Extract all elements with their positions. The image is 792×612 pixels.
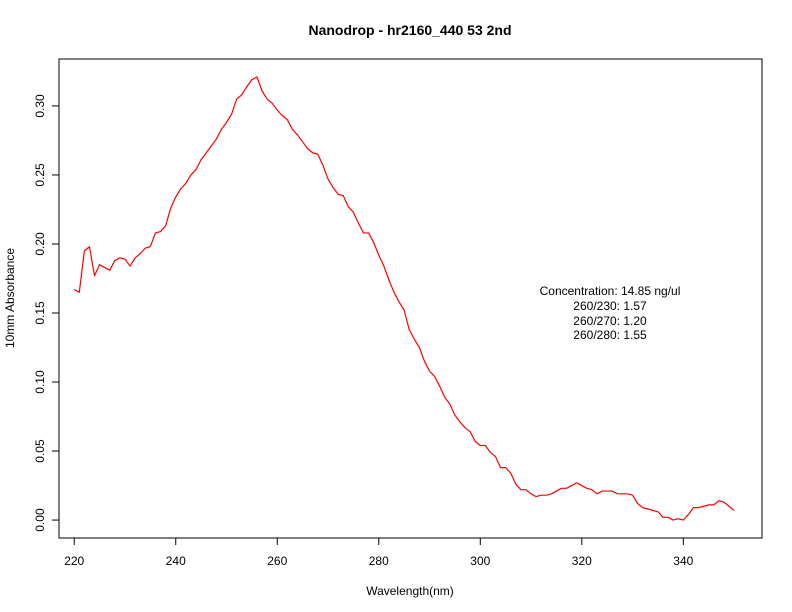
x-tick-label: 220	[64, 554, 84, 568]
annotation-260-280: 260/280: 1.55	[573, 328, 647, 342]
x-tick-label: 300	[470, 554, 490, 568]
y-tick-label: 0.15	[33, 301, 47, 325]
series-layer	[73, 76, 735, 521]
x-tick-label: 320	[572, 554, 592, 568]
x-tick-label: 240	[166, 554, 186, 568]
x-tick-label: 260	[267, 554, 287, 568]
y-tick-label: 0.10	[33, 370, 47, 394]
annotation-260-230: 260/230: 1.57	[573, 299, 647, 313]
x-tick-label: 280	[369, 554, 389, 568]
y-tick-label: 0.25	[33, 163, 47, 187]
series-line-0	[73, 76, 735, 521]
y-tick-label: 0.30	[33, 94, 47, 118]
annotation-block: Concentration: 14.85 ng/ul 260/230: 1.57…	[540, 284, 681, 342]
annotation-260-270: 260/270: 1.20	[573, 314, 647, 328]
x-axis: 220 240 260 280 300 320 340	[64, 537, 694, 568]
chart-title: Nanodrop - hr2160_440 53 2nd	[308, 22, 511, 38]
x-tick-label: 340	[673, 554, 693, 568]
y-tick-label: 0.20	[33, 232, 47, 256]
x-axis-label: Wavelength(nm)	[366, 584, 454, 598]
y-axis-label: 10mm Absorbance	[3, 248, 17, 348]
annotation-concentration: Concentration: 14.85 ng/ul	[540, 284, 681, 298]
y-tick-label: 0.00	[33, 508, 47, 532]
y-tick-label: 0.05	[33, 439, 47, 463]
plot-frame	[58, 58, 763, 539]
y-axis: 0.00 0.05 0.10 0.15 0.20 0.25 0.30	[33, 94, 60, 532]
